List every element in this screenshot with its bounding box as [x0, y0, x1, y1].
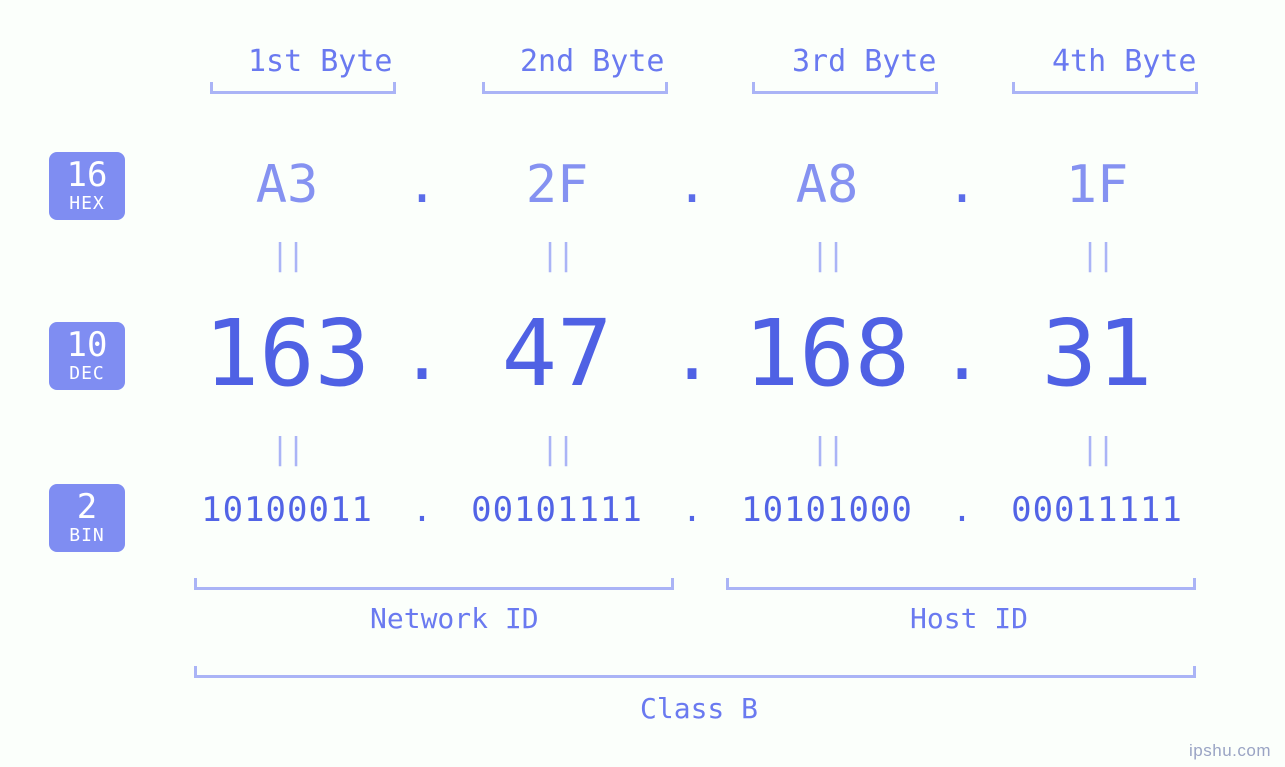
dec-b1: 163	[182, 300, 392, 407]
row-hex: A3 . 2F . A8 . 1F	[182, 155, 1202, 215]
row-equals-1: || || || ||	[182, 238, 1202, 273]
dot-bin-2: .	[662, 490, 722, 530]
bin-b2: 00101111	[452, 490, 662, 530]
hex-b4: 1F	[992, 155, 1202, 215]
badge-bin-sub: BIN	[49, 526, 125, 546]
equals-icon: ||	[452, 432, 662, 467]
equals-icon: ||	[992, 432, 1202, 467]
bracket-host	[726, 578, 1196, 590]
hex-b1: A3	[182, 155, 392, 215]
byte-label-1: 1st Byte	[248, 44, 393, 79]
dot-hex-1: .	[392, 155, 452, 215]
ip-diagram: 1st Byte 2nd Byte 3rd Byte 4th Byte 16 H…	[0, 0, 1285, 767]
byte-label-2: 2nd Byte	[520, 44, 665, 79]
equals-icon: ||	[452, 238, 662, 273]
dot-dec-3: .	[932, 312, 992, 396]
byte-bracket-3	[752, 82, 938, 94]
bracket-network	[194, 578, 674, 590]
dot-bin-3: .	[932, 490, 992, 530]
badge-hex-num: 16	[49, 158, 125, 192]
badge-hex: 16 HEX	[49, 152, 125, 220]
label-class: Class B	[640, 692, 758, 725]
dot-hex-3: .	[932, 155, 992, 215]
equals-icon: ||	[722, 432, 932, 467]
equals-icon: ||	[722, 238, 932, 273]
badge-dec-sub: DEC	[49, 364, 125, 384]
bin-b1: 10100011	[182, 490, 392, 530]
row-equals-2: || || || ||	[182, 432, 1202, 467]
dot-dec-1: .	[392, 312, 452, 396]
equals-icon: ||	[992, 238, 1202, 273]
bracket-class	[194, 666, 1196, 678]
dec-b4: 31	[992, 300, 1202, 407]
badge-bin-num: 2	[49, 490, 125, 524]
badge-dec: 10 DEC	[49, 322, 125, 390]
dec-b3: 168	[722, 300, 932, 407]
byte-label-3: 3rd Byte	[792, 44, 937, 79]
equals-icon: ||	[182, 238, 392, 273]
row-bin: 10100011 . 00101111 . 10101000 . 0001111…	[182, 490, 1202, 530]
watermark: ipshu.com	[1189, 741, 1271, 761]
equals-icon: ||	[182, 432, 392, 467]
dot-bin-1: .	[392, 490, 452, 530]
badge-dec-num: 10	[49, 328, 125, 362]
label-host: Host ID	[910, 602, 1028, 635]
byte-bracket-1	[210, 82, 396, 94]
byte-bracket-2	[482, 82, 668, 94]
dec-b2: 47	[452, 300, 662, 407]
label-network: Network ID	[370, 602, 539, 635]
bin-b4: 00011111	[992, 490, 1202, 530]
hex-b3: A8	[722, 155, 932, 215]
byte-label-4: 4th Byte	[1052, 44, 1197, 79]
badge-hex-sub: HEX	[49, 194, 125, 214]
byte-bracket-4	[1012, 82, 1198, 94]
hex-b2: 2F	[452, 155, 662, 215]
badge-bin: 2 BIN	[49, 484, 125, 552]
bin-b3: 10101000	[722, 490, 932, 530]
row-dec: 163 . 47 . 168 . 31	[182, 300, 1202, 407]
dot-dec-2: .	[662, 312, 722, 396]
dot-hex-2: .	[662, 155, 722, 215]
